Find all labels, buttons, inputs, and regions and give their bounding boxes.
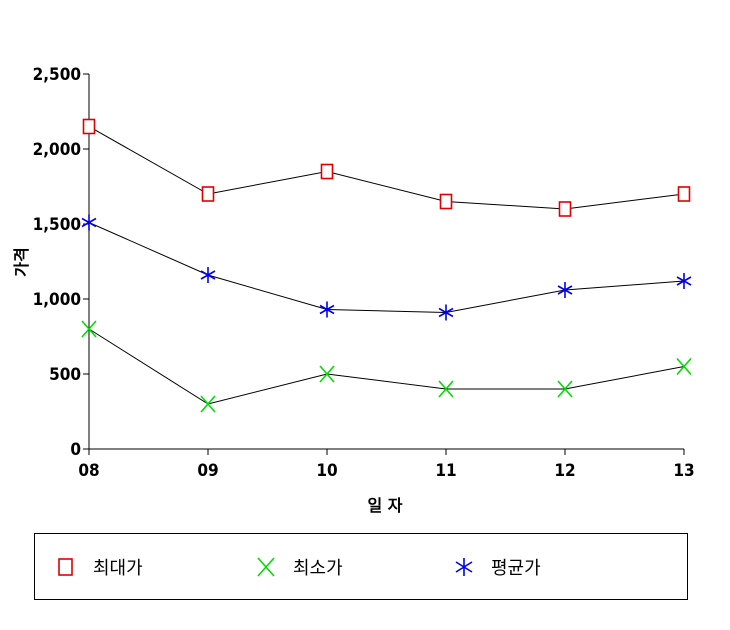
series-lines xyxy=(88,126,685,405)
legend-item-min: 최소가 xyxy=(255,552,343,582)
data-point-square xyxy=(201,186,215,202)
data-point-square xyxy=(320,163,334,180)
series-line-3 xyxy=(88,222,685,314)
x-tick-label: 12 xyxy=(554,461,575,481)
data-point-square xyxy=(439,193,453,210)
legend-label-max: 최대가 xyxy=(93,558,143,579)
x-tick-label: 11 xyxy=(435,461,456,481)
legend-label-avg: 평균가 xyxy=(491,558,541,579)
y-axis-title: 가격 xyxy=(12,247,31,276)
data-point-x xyxy=(557,380,573,398)
series-line-1 xyxy=(88,126,685,210)
legend-item-max: 최대가 xyxy=(55,552,143,582)
series-line-2 xyxy=(88,328,685,405)
y-tick-label: 1,500 xyxy=(33,215,81,235)
series-markers xyxy=(81,118,692,413)
x-tick-label: 10 xyxy=(316,461,337,481)
x-axis-title: 일 자 xyxy=(367,496,402,515)
data-point-square xyxy=(82,118,96,135)
data-point-asterisk xyxy=(438,304,454,321)
data-point-x xyxy=(319,365,335,383)
legend-item-avg: 평균가 xyxy=(453,552,541,582)
x-tick-label: 13 xyxy=(673,461,694,481)
data-point-square xyxy=(677,186,691,202)
data-point-asterisk xyxy=(676,273,692,289)
asterisk-marker-icon xyxy=(455,558,473,576)
x-tick-label: 08 xyxy=(78,461,99,481)
legend: 최대가 최소가 평균가 xyxy=(34,533,688,600)
y-tick-label: 1,000 xyxy=(33,290,81,310)
y-tick-label: 2,000 xyxy=(33,140,81,160)
x-marker-icon xyxy=(257,557,275,577)
data-point-asterisk xyxy=(319,301,335,318)
data-point-x xyxy=(676,357,692,376)
data-point-asterisk xyxy=(557,282,573,298)
data-point-x xyxy=(438,380,454,398)
legend-label-min: 최소가 xyxy=(293,558,343,579)
square-marker-icon xyxy=(58,558,73,576)
data-point-x xyxy=(81,320,97,338)
data-point-asterisk xyxy=(81,214,97,231)
data-point-asterisk xyxy=(200,267,216,283)
y-tick-label: 500 xyxy=(49,365,81,385)
data-point-square xyxy=(558,201,572,217)
y-tick-label: 0 xyxy=(70,440,81,460)
y-tick-label: 2,500 xyxy=(33,65,81,85)
axes: 0 500 1,000 1,500 2,000 2,500 08 09 10 11 12 13 xyxy=(33,65,695,481)
x-tick-label: 09 xyxy=(197,461,218,481)
data-point-x xyxy=(200,395,216,413)
